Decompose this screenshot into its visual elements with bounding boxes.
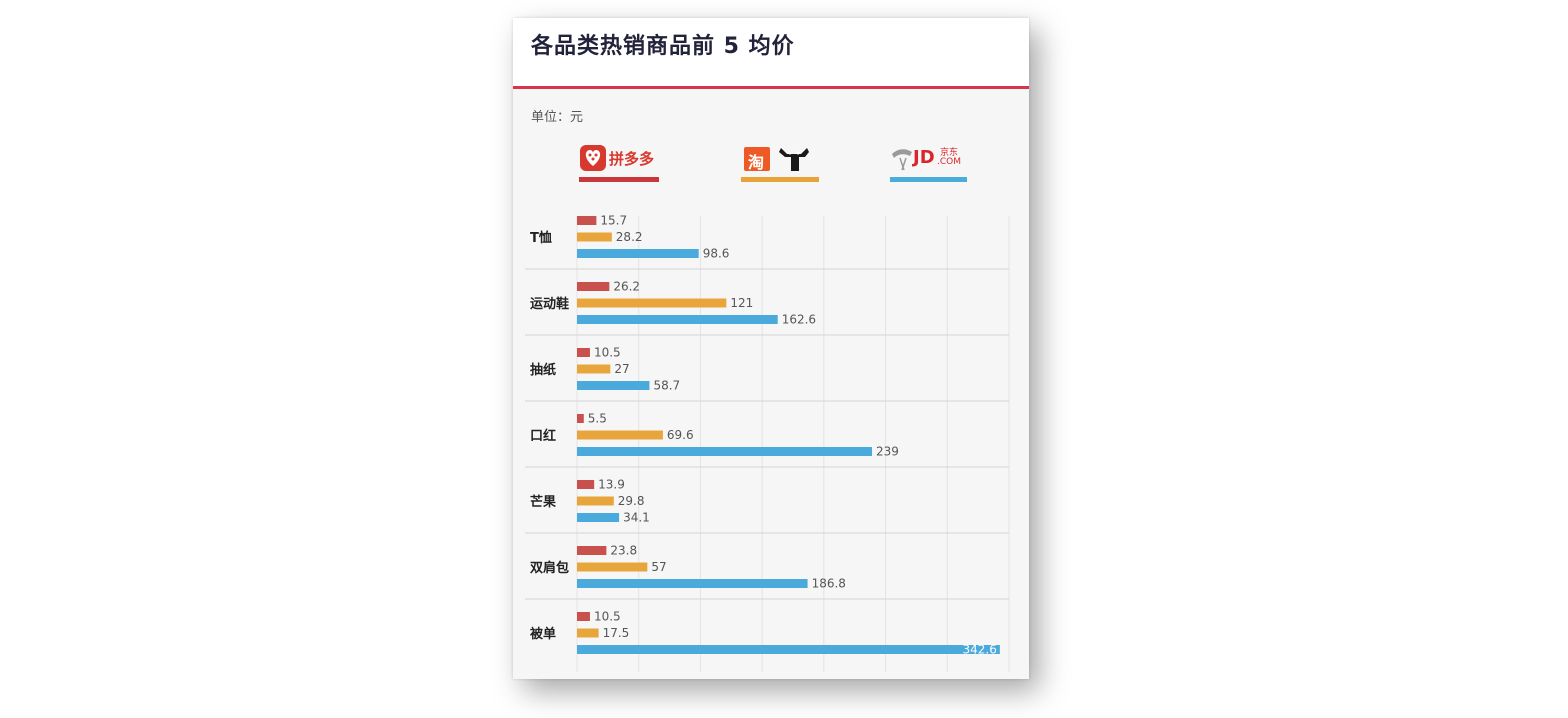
tmall-logo-icon bbox=[744, 147, 809, 171]
bar bbox=[577, 282, 610, 291]
bar bbox=[577, 315, 778, 324]
bar bbox=[577, 414, 584, 423]
jd-logo-underline bbox=[890, 177, 967, 182]
category-label: 运动鞋 bbox=[530, 296, 569, 312]
bar bbox=[577, 645, 1000, 654]
x-tick-label: 50 bbox=[631, 678, 646, 679]
chart-header: 各品类热销商品前 5 均价 bbox=[513, 18, 1029, 89]
x-tick-label: 300 bbox=[936, 678, 959, 679]
grid-lines bbox=[576, 216, 1010, 672]
bar bbox=[577, 546, 607, 555]
bar bbox=[577, 348, 590, 357]
jd-logo: JD 京东 .COM bbox=[890, 142, 967, 182]
bar bbox=[577, 430, 663, 440]
data-label: 29.8 bbox=[618, 494, 645, 508]
bar bbox=[577, 298, 727, 308]
jd-logo-name: JD bbox=[913, 147, 935, 168]
bar bbox=[577, 447, 872, 456]
data-label: 10.5 bbox=[594, 610, 621, 624]
data-label: 98.6 bbox=[703, 247, 730, 261]
data-label: 58.7 bbox=[653, 379, 680, 393]
bar bbox=[577, 579, 808, 588]
data-label: 15.7 bbox=[600, 214, 627, 228]
data-label: 26.2 bbox=[613, 280, 640, 294]
pdd-logo: 拼多多 bbox=[579, 142, 659, 182]
bar bbox=[577, 513, 620, 522]
data-label: 13.9 bbox=[598, 478, 625, 492]
bar bbox=[577, 381, 650, 390]
x-tick-label: 100 bbox=[689, 678, 712, 679]
category-label: 被单 bbox=[529, 626, 556, 642]
data-label: 121 bbox=[730, 296, 753, 310]
tmall-logo-underline bbox=[741, 177, 819, 182]
category-label: 口红 bbox=[530, 428, 556, 444]
bars bbox=[577, 216, 1000, 654]
data-label: 162.6 bbox=[782, 313, 816, 327]
jd-logo-com: .COM bbox=[937, 157, 961, 167]
data-label: 34.1 bbox=[623, 511, 650, 525]
data-label: 239 bbox=[876, 445, 899, 459]
data-label: 27 bbox=[614, 362, 629, 376]
pdd-logo-icon bbox=[580, 145, 606, 171]
jd-logo-icon bbox=[892, 149, 912, 171]
category-label: 芒果 bbox=[530, 494, 556, 510]
x-tick-label: 0 bbox=[573, 678, 581, 679]
bar bbox=[577, 612, 590, 621]
pdd-logo-name: 拼多多 bbox=[609, 150, 655, 168]
bar bbox=[577, 480, 595, 489]
pdd-logo-underline bbox=[579, 177, 659, 182]
x-tick-label: 350 bbox=[998, 678, 1021, 679]
data-label: 10.5 bbox=[594, 346, 621, 360]
bar bbox=[577, 232, 612, 242]
x-tick-label: 200 bbox=[812, 678, 835, 679]
bar bbox=[577, 628, 599, 638]
data-label: 5.5 bbox=[588, 412, 607, 426]
data-label: 186.8 bbox=[812, 577, 846, 591]
category-label: 双肩包 bbox=[530, 560, 569, 576]
data-label: 17.5 bbox=[603, 626, 630, 640]
category-label: T恤 bbox=[530, 230, 552, 246]
data-label: 28.2 bbox=[616, 230, 643, 244]
data-label: 69.6 bbox=[667, 428, 694, 442]
tmall-logo-name: 淘 bbox=[748, 153, 765, 172]
chart-card: 各品类热销商品前 5 均价 单位：元 拼多多 淘 JD 京东 bbox=[513, 18, 1029, 679]
jd-logo-sub: 京东 bbox=[940, 148, 959, 158]
chart-title: 各品类热销商品前 5 均价 bbox=[531, 34, 795, 59]
bar bbox=[577, 562, 648, 572]
category-separators bbox=[525, 268, 1009, 600]
unit-label: 单位：元 bbox=[531, 110, 584, 125]
bar-chart: 0 50 100 150 200 250 300 350 T恤 15.7 28.2 98.6 运动鞋 26… bbox=[525, 214, 1020, 680]
labels: 0 50 100 150 200 250 300 350 T恤 15.7 28.2 98.6 运动鞋 26… bbox=[529, 214, 1020, 680]
bar bbox=[577, 216, 597, 225]
category-label: 抽纸 bbox=[530, 362, 556, 378]
tmall-logo: 淘 bbox=[741, 142, 819, 182]
data-label: 23.8 bbox=[610, 544, 637, 558]
x-tick-label: 250 bbox=[874, 678, 897, 679]
bar bbox=[577, 364, 611, 374]
data-label: 342.6 bbox=[963, 643, 997, 657]
x-tick-label: 150 bbox=[751, 678, 774, 679]
bar bbox=[577, 496, 614, 506]
data-label: 57 bbox=[651, 560, 666, 574]
bar bbox=[577, 249, 699, 258]
